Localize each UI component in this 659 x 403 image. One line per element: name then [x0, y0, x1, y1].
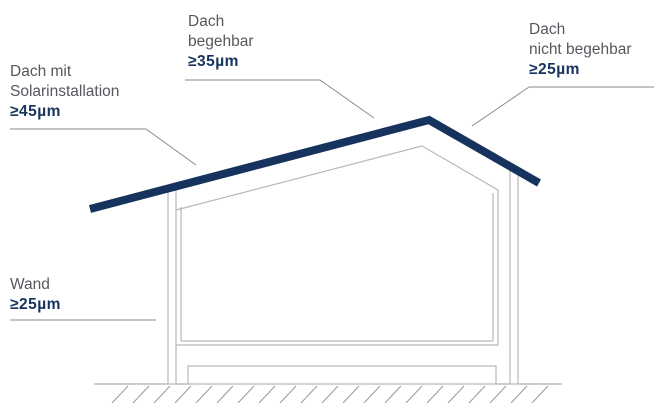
label-solar-line2: Solarinstallation: [10, 83, 120, 100]
label-walkable-roof: Dach begehbar ≥35µm: [188, 12, 254, 72]
label-walkable-value: ≥35µm: [188, 53, 239, 70]
right-outer-wall: [509, 170, 519, 385]
interior-shell: [175, 145, 499, 346]
leader-lines: [10, 79, 654, 321]
label-non-walkable-line1: Dach: [529, 21, 566, 38]
label-solar-line1: Dach mit: [10, 63, 72, 80]
house-structure: [167, 145, 519, 385]
floor-slab: [187, 365, 497, 385]
label-solar-value: ≥45µm: [10, 103, 61, 120]
left-outer-wall: [167, 187, 177, 385]
ground: [94, 383, 562, 403]
label-wall-value: ≥25µm: [10, 296, 61, 313]
leader-walkable: [185, 79, 375, 119]
label-solar-roof: Dach mit Solarinstallation ≥45µm: [10, 62, 119, 122]
label-non-walkable-line2: nicht begehbar: [529, 41, 632, 58]
leader-solar: [10, 128, 197, 166]
label-walkable-line1: Dach: [188, 13, 225, 30]
label-wall-line1: Wand: [10, 276, 50, 293]
ground-hatching: [111, 385, 549, 403]
roof: [88, 115, 541, 213]
label-non-walkable-roof: Dach nicht begehbar ≥25µm: [529, 20, 632, 80]
label-wall: Wand ≥25µm: [10, 275, 61, 315]
label-walkable-line2: begehbar: [188, 33, 254, 50]
label-non-walkable-value: ≥25µm: [529, 61, 580, 78]
